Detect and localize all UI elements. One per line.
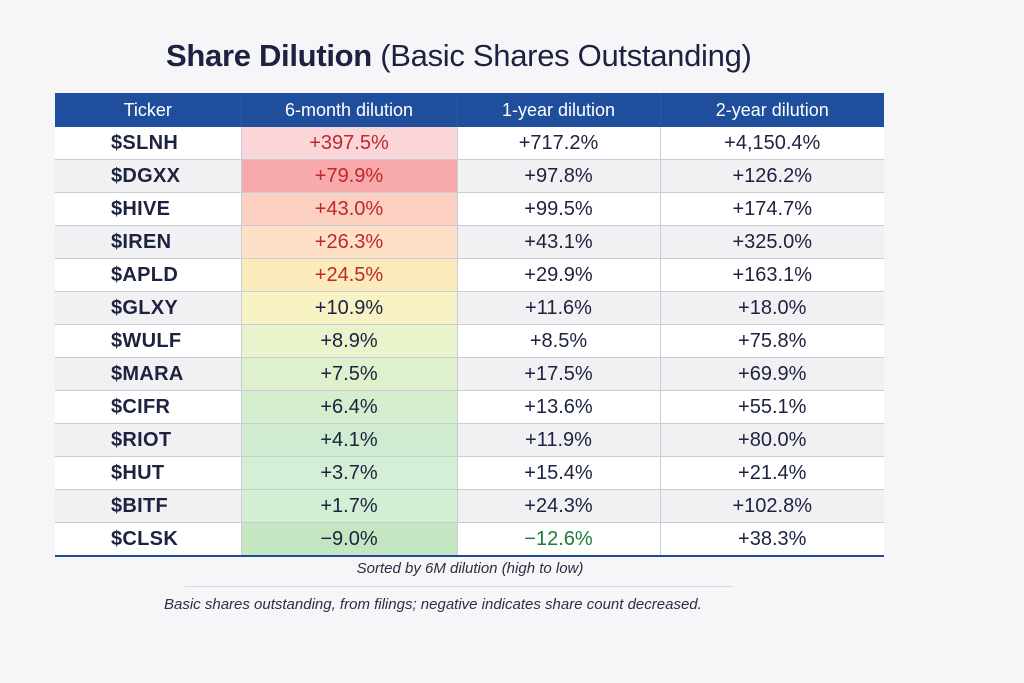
one-year-dilution-cell: +8.5% — [457, 324, 661, 358]
table-row: $GLXY +10.9% +11.6% +18.0% — [55, 291, 884, 325]
six-month-dilution-cell: −9.0% — [241, 522, 458, 556]
column-header-1-year: 1-year dilution — [457, 93, 661, 127]
footnote: Basic shares outstanding, from filings; … — [164, 596, 702, 613]
one-year-dilution-cell: +11.6% — [457, 291, 661, 325]
ticker-cell: $HUT — [55, 456, 242, 490]
one-year-dilution-cell: +99.5% — [457, 192, 661, 226]
caption-divider — [185, 586, 733, 587]
chart-title: Share Dilution (Basic Shares Outstanding… — [166, 38, 752, 74]
two-year-dilution-cell: +21.4% — [660, 456, 884, 490]
two-year-dilution-cell: +18.0% — [660, 291, 884, 325]
dilution-table: Ticker 6-month dilution 1-year dilution … — [55, 93, 884, 557]
table-header-row: Ticker 6-month dilution 1-year dilution … — [55, 93, 884, 127]
one-year-dilution-cell: +11.9% — [457, 423, 661, 457]
table-row: $HUT +3.7% +15.4% +21.4% — [55, 456, 884, 490]
one-year-dilution-cell: +97.8% — [457, 159, 661, 193]
ticker-cell: $MARA — [55, 357, 242, 391]
ticker-cell: $RIOT — [55, 423, 242, 457]
ticker-cell: $DGXX — [55, 159, 242, 193]
column-header-6-month: 6-month dilution — [241, 93, 458, 127]
table-row: $HIVE +43.0% +99.5% +174.7% — [55, 192, 884, 226]
two-year-dilution-cell: +55.1% — [660, 390, 884, 424]
six-month-dilution-cell: +4.1% — [241, 423, 458, 457]
two-year-dilution-cell: +75.8% — [660, 324, 884, 358]
two-year-dilution-cell: +80.0% — [660, 423, 884, 457]
ticker-cell: $SLNH — [55, 127, 242, 160]
six-month-dilution-cell: +43.0% — [241, 192, 458, 226]
six-month-dilution-cell: +26.3% — [241, 225, 458, 259]
chart-title-subtitle: (Basic Shares Outstanding) — [380, 38, 752, 73]
one-year-dilution-cell: +24.3% — [457, 489, 661, 523]
two-year-dilution-cell: +4,150.4% — [660, 127, 884, 160]
table-row: $WULF +8.9% +8.5% +75.8% — [55, 324, 884, 358]
ticker-cell: $APLD — [55, 258, 242, 292]
one-year-dilution-cell: +29.9% — [457, 258, 661, 292]
ticker-cell: $IREN — [55, 225, 242, 259]
six-month-dilution-cell: +3.7% — [241, 456, 458, 490]
ticker-cell: $CIFR — [55, 390, 242, 424]
ticker-cell: $HIVE — [55, 192, 242, 226]
one-year-dilution-cell: +17.5% — [457, 357, 661, 391]
one-year-dilution-cell: +13.6% — [457, 390, 661, 424]
two-year-dilution-cell: +174.7% — [660, 192, 884, 226]
table-body: $SLNH +397.5% +717.2% +4,150.4% $DGXX +79.9% +… — [55, 127, 884, 556]
table-row: $BITF +1.7% +24.3% +102.8% — [55, 489, 884, 523]
sort-caption: Sorted by 6M dilution (high to low) — [356, 560, 584, 577]
table-row: $APLD +24.5% +29.9% +163.1% — [55, 258, 884, 292]
six-month-dilution-cell: +397.5% — [241, 127, 458, 160]
ticker-cell: $WULF — [55, 324, 242, 358]
two-year-dilution-cell: +69.9% — [660, 357, 884, 391]
six-month-dilution-cell: +24.5% — [241, 258, 458, 292]
table-row: $CLSK −9.0% −12.6% +38.3% — [55, 522, 884, 556]
six-month-dilution-cell: +10.9% — [241, 291, 458, 325]
one-year-dilution-cell: +717.2% — [457, 127, 661, 160]
six-month-dilution-cell: +7.5% — [241, 357, 458, 391]
chart-title-main: Share Dilution — [166, 38, 372, 73]
ticker-cell: $CLSK — [55, 522, 242, 556]
two-year-dilution-cell: +163.1% — [660, 258, 884, 292]
two-year-dilution-cell: +126.2% — [660, 159, 884, 193]
column-header-ticker: Ticker — [55, 93, 242, 127]
two-year-dilution-cell: +38.3% — [738, 527, 807, 550]
table-row: $RIOT +4.1% +11.9% +80.0% — [55, 423, 884, 457]
table-row: $DGXX +79.9% +97.8% +126.2% — [55, 159, 884, 193]
ticker-cell: $BITF — [55, 489, 242, 523]
table-row: $SLNH +397.5% +717.2% +4,150.4% — [55, 127, 884, 160]
six-month-dilution-cell: +79.9% — [241, 159, 458, 193]
six-month-dilution-cell: +8.9% — [241, 324, 458, 358]
column-header-2-year: 2-year dilution — [660, 93, 884, 127]
six-month-dilution-cell: +6.4% — [241, 390, 458, 424]
one-year-dilution-cell: +15.4% — [457, 456, 661, 490]
table-row: $IREN +26.3% +43.1% +325.0% — [55, 225, 884, 259]
one-year-dilution-cell: −12.6% — [457, 522, 661, 556]
table-row: $CIFR +6.4% +13.6% +55.1% — [55, 390, 884, 424]
table-row: $MARA +7.5% +17.5% +69.9% — [55, 357, 884, 391]
two-year-dilution-cell: +325.0% — [660, 225, 884, 259]
one-year-dilution-cell: +43.1% — [457, 225, 661, 259]
six-month-dilution-cell: +1.7% — [241, 489, 458, 523]
two-year-dilution-cell: +102.8% — [660, 489, 884, 523]
ticker-cell: $GLXY — [55, 291, 242, 325]
